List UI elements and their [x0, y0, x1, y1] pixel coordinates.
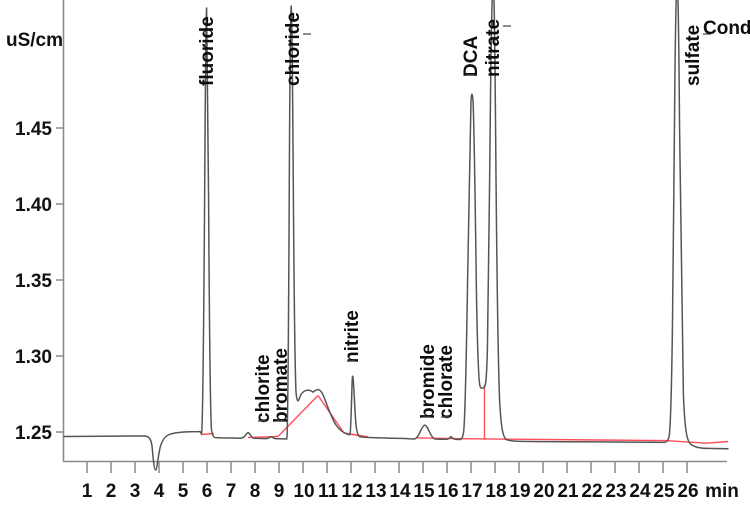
x-tick-label-4: 4: [154, 481, 165, 502]
trace-path: [63, 0, 729, 471]
y-axis-ticks: [56, 127, 64, 433]
peak-label-nitrite: nitrite: [342, 310, 363, 363]
baseline-seg-tail: [705, 440, 729, 444]
trace-legend-cond: Cond: [703, 18, 750, 39]
peak-label-chloride-text: chloride: [283, 12, 304, 86]
x-tick-label-17: 17: [461, 481, 482, 502]
peak-label-bromide: bromide: [418, 344, 439, 419]
baseline-seg-chloride: [277, 395, 319, 437]
x-tick-label-3: 3: [130, 481, 141, 502]
peak-annotations: fluoride chloride chlorite bromate nitri…: [197, 12, 750, 423]
x-tick-label-11: 11: [318, 481, 339, 502]
x-tick-label-2: 2: [106, 481, 117, 502]
x-axis-ticks: [86, 462, 688, 473]
axes: [62, 0, 727, 463]
x-tick-label-1: 1: [82, 481, 93, 502]
y-tick-label-1-40: 1.40: [15, 195, 52, 216]
peak-label-sulfate: sulfate: [683, 25, 711, 86]
x-tick-label-8: 8: [250, 481, 261, 502]
peak-label-fluoride-text: fluoride: [197, 16, 218, 86]
baseline-seg-postnitrate: [511, 438, 667, 442]
x-axis-tick-labels: 1 2 3 4 5 6 7 8 9 10 11 12 13 14 15 16 1…: [82, 481, 739, 502]
peak-label-sulfate-text: sulfate: [683, 25, 704, 86]
y-axis-tick-labels: 1.25 1.30 1.35 1.40 1.45: [15, 119, 52, 444]
x-tick-label-9: 9: [274, 481, 285, 502]
peak-label-bromate: bromate: [271, 348, 292, 423]
y-tick-label-1-30: 1.30: [15, 347, 52, 368]
x-tick-label-26: 26: [677, 481, 698, 502]
peak-label-chlorate-text: chlorate: [436, 345, 457, 419]
x-tick-label-23: 23: [605, 481, 626, 502]
x-tick-label-24: 24: [629, 481, 651, 502]
x-tick-label-12: 12: [341, 481, 362, 502]
x-tick-label-20: 20: [533, 481, 554, 502]
peak-label-fluoride: fluoride: [197, 16, 218, 86]
y-tick-label-1-25: 1.25: [15, 423, 52, 444]
x-tick-label-21: 21: [557, 481, 579, 502]
x-tick-label-10: 10: [293, 481, 314, 502]
y-tick-label-1-45: 1.45: [15, 119, 52, 140]
x-tick-label-16: 16: [437, 481, 458, 502]
peak-label-nitrate: nitrate: [483, 19, 511, 77]
x-tick-label-22: 22: [581, 481, 602, 502]
peak-label-chloride: chloride: [283, 12, 311, 86]
peak-label-chlorite: chlorite: [253, 354, 274, 423]
x-tick-label-5: 5: [178, 481, 189, 502]
x-tick-label-25: 25: [653, 481, 675, 502]
conductivity-trace: [63, 0, 729, 471]
x-tick-label-18: 18: [485, 481, 506, 502]
x-tick-label-13: 13: [365, 481, 386, 502]
x-axis-unit-label: min: [705, 481, 739, 502]
y-tick-label-1-35: 1.35: [15, 271, 52, 292]
x-tick-label-7: 7: [226, 481, 237, 502]
peak-label-chlorite-text: chlorite: [253, 354, 274, 423]
peak-label-dca-text: DCA: [461, 36, 482, 77]
x-tick-label-15: 15: [413, 481, 435, 502]
peak-label-bromate-text: bromate: [271, 348, 292, 423]
baseline-seg-sulfate: [665, 439, 707, 444]
peak-label-nitrate-text: nitrate: [483, 19, 504, 77]
y-axis-unit-label: uS/cm: [6, 30, 63, 51]
x-tick-label-6: 6: [202, 481, 213, 502]
peak-label-dca: DCA: [461, 36, 482, 77]
peak-label-nitrite-text: nitrite: [342, 310, 363, 363]
peak-label-chlorate: chlorate: [436, 345, 457, 419]
x-tick-label-19: 19: [509, 481, 530, 502]
peak-label-bromide-text: bromide: [418, 344, 439, 419]
x-tick-label-14: 14: [389, 481, 411, 502]
